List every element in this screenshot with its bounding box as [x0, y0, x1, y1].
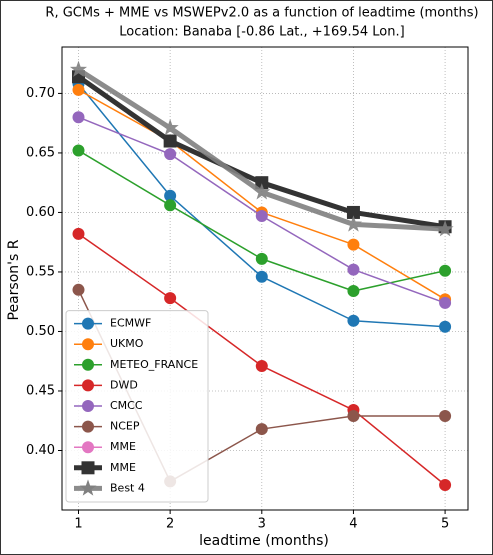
legend-entry: ECMWF — [74, 317, 151, 330]
legend-label: DWD — [110, 378, 138, 391]
marker — [82, 400, 94, 412]
marker — [439, 479, 452, 492]
legend-entry: METEO_FRANCE — [74, 358, 198, 371]
legend-label: Best 4 — [110, 481, 145, 494]
marker — [439, 264, 452, 277]
marker — [436, 220, 454, 237]
marker — [439, 409, 452, 422]
x-tick-label: 3 — [258, 517, 266, 532]
y-tick-label: 0.70 — [26, 86, 55, 101]
marker — [164, 199, 177, 212]
series — [69, 60, 454, 237]
x-tick-label: 2 — [166, 517, 174, 532]
series — [72, 144, 452, 297]
marker — [347, 409, 360, 422]
series — [72, 111, 452, 309]
y-tick-label: 0.45 — [26, 383, 55, 398]
marker — [69, 60, 88, 77]
marker — [161, 118, 179, 136]
x-tick-label: 5 — [441, 517, 449, 532]
marker — [82, 420, 94, 433]
marker — [347, 238, 360, 251]
legend-label: CMCC — [110, 399, 143, 412]
legend-label: ECMWF — [110, 317, 151, 330]
legend-entry: MME — [74, 461, 136, 475]
marker — [255, 270, 268, 283]
marker — [82, 338, 94, 351]
y-tick-label: 0.50 — [26, 324, 55, 339]
x-tick-label: 1 — [74, 517, 82, 532]
y-tick-label: 0.40 — [26, 443, 55, 458]
y-tick-label: 0.65 — [26, 145, 55, 160]
marker — [72, 111, 85, 124]
marker — [164, 292, 177, 305]
legend-entry: CMCC — [74, 399, 143, 412]
marker — [82, 317, 94, 330]
legend-label: NCEP — [110, 420, 140, 433]
x-axis-label: leadtime (months) — [199, 533, 329, 549]
marker — [255, 423, 268, 436]
y-tick-label: 0.60 — [26, 205, 55, 220]
marker — [72, 227, 85, 240]
marker — [163, 134, 177, 148]
legend-entry: MME — [74, 440, 136, 454]
marker — [82, 379, 94, 392]
legend-label: METEO_FRANCE — [110, 358, 198, 371]
marker — [72, 283, 85, 296]
marker — [439, 296, 452, 309]
y-axis-label: Pearson's R — [6, 239, 22, 320]
legend-label: MME — [110, 440, 136, 453]
chart-title: R, GCMs + MME vs MSWEPv2.0 as a function… — [45, 6, 478, 21]
marker — [255, 210, 268, 223]
marker — [347, 284, 360, 297]
chart-subtitle: Location: Banaba [-0.86 Lat., +169.54 Lo… — [119, 25, 404, 40]
legend-entry: Best 4 — [74, 479, 145, 496]
x-tick-label: 4 — [349, 517, 357, 532]
legend-box — [65, 310, 209, 503]
plot-border — [61, 46, 469, 511]
marker — [346, 205, 360, 219]
marker — [253, 183, 271, 200]
legend-entry: DWD — [74, 378, 138, 392]
marker — [164, 148, 177, 161]
marker — [439, 320, 452, 333]
marker — [82, 441, 94, 454]
marker — [255, 359, 268, 372]
marker — [344, 215, 362, 232]
marker — [164, 189, 177, 202]
legend-label: MME — [110, 461, 136, 474]
marker — [72, 83, 85, 96]
legend-label: UKMO — [110, 337, 144, 350]
legend-entry: NCEP — [74, 420, 140, 433]
marker — [72, 144, 85, 157]
marker — [255, 176, 269, 190]
marker — [255, 252, 268, 265]
y-tick-label: 0.55 — [26, 264, 55, 279]
marker — [81, 461, 95, 475]
marker — [347, 314, 360, 327]
marker — [347, 263, 360, 276]
legend-entry: UKMO — [74, 337, 144, 351]
marker — [82, 358, 94, 371]
marker — [79, 479, 97, 496]
